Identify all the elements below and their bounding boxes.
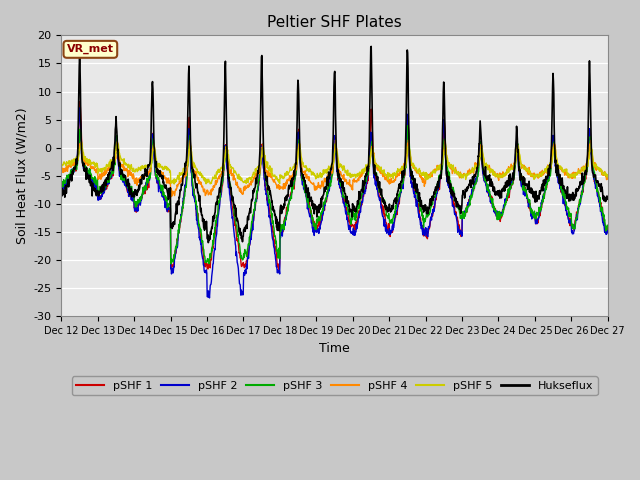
pSHF 2 bbox=[604, 228, 612, 233]
pSHF 5 bbox=[241, 180, 248, 185]
pSHF 4 bbox=[168, 194, 175, 200]
Line: pSHF 5: pSHF 5 bbox=[61, 142, 608, 184]
pSHF 2 bbox=[205, 295, 213, 301]
pSHF 2 bbox=[76, 105, 83, 111]
pSHF 4 bbox=[420, 176, 428, 181]
Hukseflux bbox=[604, 196, 612, 202]
pSHF 1 bbox=[420, 231, 428, 237]
Title: Peltier SHF Plates: Peltier SHF Plates bbox=[267, 15, 402, 30]
pSHF 4 bbox=[492, 174, 499, 180]
pSHF 5 bbox=[492, 173, 499, 179]
pSHF 3 bbox=[167, 261, 175, 267]
pSHF 4 bbox=[58, 168, 65, 174]
Line: Hukseflux: Hukseflux bbox=[61, 47, 608, 243]
Y-axis label: Soil Heat Flux (W/m2): Soil Heat Flux (W/m2) bbox=[15, 108, 28, 244]
pSHF 1 bbox=[58, 187, 65, 192]
pSHF 1 bbox=[492, 205, 499, 211]
pSHF 5 bbox=[77, 139, 85, 144]
Hukseflux bbox=[367, 44, 375, 49]
Hukseflux bbox=[179, 174, 187, 180]
pSHF 1 bbox=[179, 200, 187, 205]
pSHF 5 bbox=[166, 169, 174, 175]
Legend: pSHF 1, pSHF 2, pSHF 3, pSHF 4, pSHF 5, Hukseflux: pSHF 1, pSHF 2, pSHF 3, pSHF 4, pSHF 5, … bbox=[72, 376, 598, 395]
pSHF 3 bbox=[604, 223, 612, 229]
Hukseflux bbox=[492, 191, 499, 197]
Hukseflux bbox=[204, 240, 212, 246]
pSHF 5 bbox=[58, 159, 65, 165]
pSHF 2 bbox=[420, 228, 428, 233]
pSHF 3 bbox=[241, 251, 248, 256]
Hukseflux bbox=[420, 206, 428, 212]
pSHF 4 bbox=[540, 168, 547, 174]
pSHF 4 bbox=[166, 178, 173, 183]
Line: pSHF 3: pSHF 3 bbox=[61, 125, 608, 264]
Line: pSHF 1: pSHF 1 bbox=[61, 101, 608, 270]
Hukseflux bbox=[540, 177, 547, 183]
pSHF 5 bbox=[604, 174, 612, 180]
Text: VR_met: VR_met bbox=[67, 44, 114, 54]
pSHF 5 bbox=[180, 166, 188, 171]
pSHF 2 bbox=[58, 185, 65, 191]
pSHF 2 bbox=[241, 272, 248, 278]
pSHF 2 bbox=[492, 211, 499, 216]
pSHF 3 bbox=[540, 192, 547, 197]
pSHF 3 bbox=[58, 178, 65, 183]
pSHF 4 bbox=[332, 137, 339, 143]
pSHF 5 bbox=[170, 181, 178, 187]
pSHF 1 bbox=[275, 267, 283, 273]
pSHF 2 bbox=[166, 206, 174, 212]
X-axis label: Time: Time bbox=[319, 342, 350, 355]
pSHF 5 bbox=[540, 169, 547, 175]
pSHF 4 bbox=[604, 173, 612, 179]
Hukseflux bbox=[58, 189, 65, 194]
pSHF 2 bbox=[179, 195, 187, 201]
pSHF 2 bbox=[540, 193, 547, 199]
pSHF 1 bbox=[241, 265, 248, 271]
pSHF 4 bbox=[179, 176, 187, 182]
pSHF 3 bbox=[404, 122, 412, 128]
pSHF 3 bbox=[492, 208, 499, 214]
pSHF 3 bbox=[166, 200, 173, 206]
Line: pSHF 2: pSHF 2 bbox=[61, 108, 608, 298]
pSHF 1 bbox=[604, 225, 612, 231]
pSHF 5 bbox=[420, 170, 428, 176]
pSHF 1 bbox=[76, 98, 84, 104]
pSHF 3 bbox=[420, 216, 428, 221]
pSHF 3 bbox=[179, 199, 187, 205]
Hukseflux bbox=[166, 191, 173, 196]
pSHF 1 bbox=[540, 191, 547, 197]
pSHF 4 bbox=[241, 185, 248, 191]
Line: pSHF 4: pSHF 4 bbox=[61, 140, 608, 197]
Hukseflux bbox=[241, 225, 248, 231]
pSHF 1 bbox=[166, 208, 174, 214]
